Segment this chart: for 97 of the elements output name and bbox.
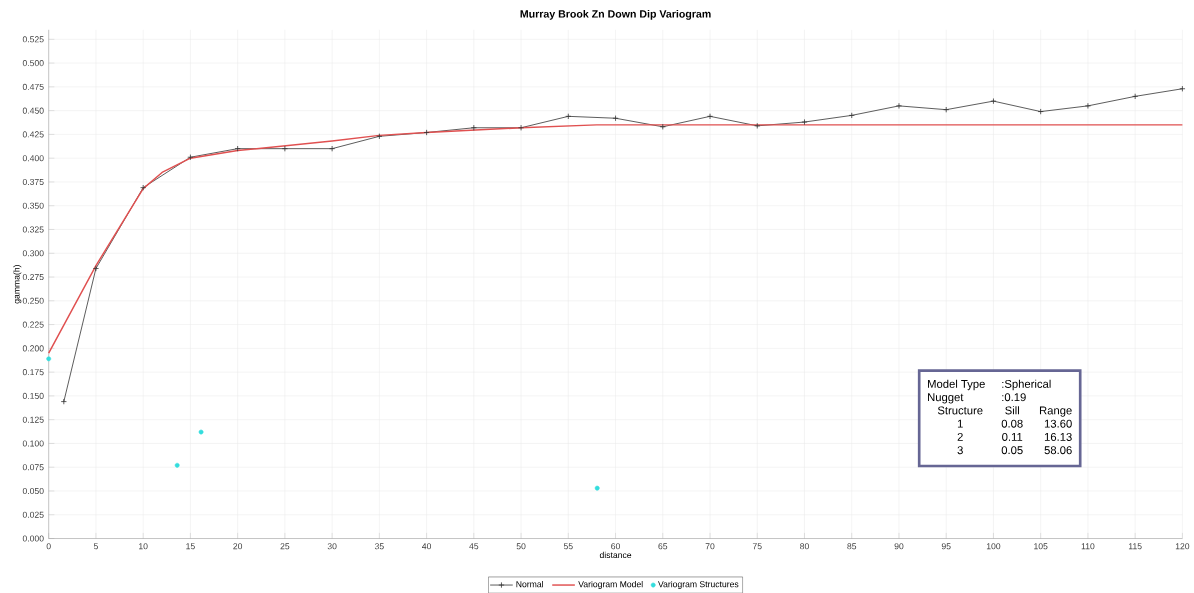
chart-title: Murray Brook Zn Down Dip Variogram (520, 9, 711, 20)
annotation: Nugget (928, 393, 964, 404)
point (423, 129, 430, 136)
x-tick-label: 65 (658, 543, 668, 550)
x-tick-label: 60 (611, 543, 620, 550)
y-tick-label: 0.075 (22, 463, 44, 471)
point (1037, 108, 1044, 115)
y-tick-label: 0.275 (22, 273, 44, 280)
point (706, 113, 714, 120)
point (234, 145, 241, 152)
annotation: :0.19 (1002, 393, 1026, 401)
point (281, 145, 288, 152)
x-tick-label: 5 (93, 543, 98, 550)
legend-label: Normal (516, 580, 543, 588)
point (659, 123, 666, 130)
annotation: 0.11 (1002, 432, 1023, 441)
x-tick-label: 45 (469, 543, 479, 550)
annotation: 2 (957, 432, 963, 441)
legend-label: Variogram Model (578, 580, 643, 589)
y-tick-label: 0.025 (22, 511, 44, 518)
x-axis-title: distance (599, 551, 632, 558)
y-tick-label: 0.300 (22, 250, 44, 257)
legend-label: Variogram Structures (658, 580, 739, 589)
point (518, 124, 525, 131)
annotation: 3 (957, 446, 963, 454)
y-tick-label: 0.100 (22, 440, 44, 447)
y-tick-label: 0.125 (22, 416, 44, 423)
annotation: 16.13 (1044, 432, 1072, 441)
y-tick-label: 0.050 (22, 487, 44, 494)
y-tick-label: 0.475 (22, 83, 44, 90)
annotation: Structure (937, 406, 983, 415)
point (174, 462, 180, 468)
point (943, 106, 950, 113)
x-tick-label: 35 (374, 543, 384, 550)
point (198, 429, 204, 435)
x-tick-label: 115 (1128, 543, 1142, 550)
annotation: :Spherical (1002, 379, 1051, 390)
point (1084, 102, 1091, 109)
annotation: Model Type (928, 379, 985, 390)
x-tick-label: 20 (233, 543, 243, 550)
point (46, 356, 52, 362)
y-tick-label: 0.450 (22, 107, 44, 114)
annotation: 0.05 (1001, 446, 1023, 454)
point (801, 118, 808, 125)
point (140, 184, 147, 191)
line-series (47, 123, 1184, 354)
annotation: Sill (1005, 405, 1019, 415)
point (848, 112, 855, 119)
y-tick-label: 0.000 (22, 535, 44, 542)
x-tick-label: 15 (186, 543, 195, 550)
point (376, 133, 383, 140)
x-tick-label: 120 (1175, 543, 1190, 550)
y-tick-label: 0.325 (22, 226, 44, 233)
point (470, 124, 477, 131)
x-tick-label: 110 (1081, 543, 1095, 550)
y-tick-label: 0.350 (22, 202, 44, 209)
point (754, 122, 761, 129)
point (1132, 93, 1139, 100)
y-tick-label: 0.500 (22, 59, 44, 66)
point (565, 113, 572, 120)
x-tick-label: 105 (1034, 543, 1048, 550)
y-tick-label: 0.200 (22, 345, 44, 352)
annotation: 13.60 (1044, 419, 1072, 428)
y-tick-label: 0.225 (22, 321, 44, 328)
y-tick-label: 0.400 (22, 154, 44, 162)
point (594, 485, 600, 491)
x-tick-label: 55 (563, 543, 573, 550)
y-tick-label: 0.425 (22, 131, 44, 138)
y-axis-title: gamma(h) (13, 264, 22, 304)
annotation: 58.06 (1044, 446, 1072, 454)
point (612, 115, 619, 122)
x-tick-label: 85 (847, 543, 857, 550)
point (990, 97, 997, 104)
y-tick-label: 0.175 (22, 368, 44, 375)
x-tick-label: 70 (705, 543, 715, 550)
point (187, 153, 194, 161)
y-tick-label: 0.150 (22, 392, 44, 399)
point (895, 102, 903, 109)
x-tick-label: 80 (800, 543, 809, 550)
point (92, 265, 99, 272)
annotation: Range (1039, 406, 1072, 417)
x-tick-label: 75 (752, 543, 762, 550)
x-tick-label: 100 (986, 543, 1001, 550)
x-tick-label: 90 (894, 543, 904, 550)
x-tick-label: 10 (139, 543, 148, 550)
x-tick-label: 25 (280, 543, 290, 550)
x-tick-label: 50 (516, 543, 526, 550)
x-tick-label: 30 (327, 543, 337, 550)
y-tick-label: 0.375 (22, 178, 44, 185)
y-tick-label: 0.525 (22, 36, 44, 43)
x-tick-label: 95 (941, 543, 951, 550)
x-tick-label: 40 (422, 543, 432, 550)
x-tick-label: 0 (46, 543, 51, 550)
annotation: 0.08 (1001, 419, 1023, 428)
point (329, 145, 336, 152)
annotation: 1 (957, 419, 963, 428)
y-tick-label: 0.250 (22, 297, 44, 304)
